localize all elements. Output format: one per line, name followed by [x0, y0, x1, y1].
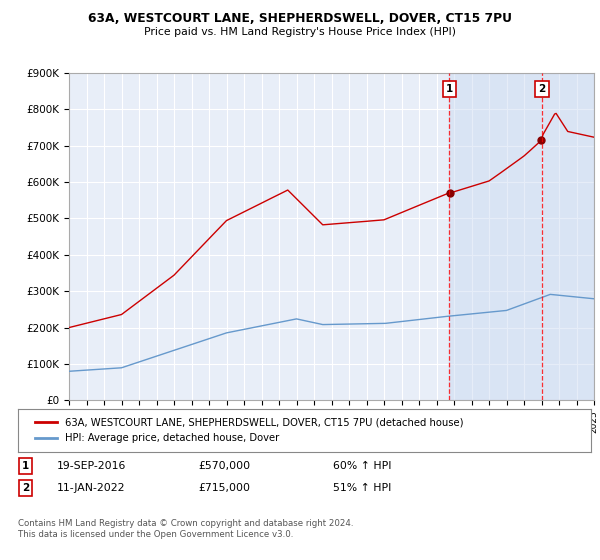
Legend: 63A, WESTCOURT LANE, SHEPHERDSWELL, DOVER, CT15 7PU (detached house), HPI: Avera: 63A, WESTCOURT LANE, SHEPHERDSWELL, DOVE… — [29, 412, 469, 449]
Text: £570,000: £570,000 — [198, 461, 250, 471]
Text: Price paid vs. HM Land Registry's House Price Index (HPI): Price paid vs. HM Land Registry's House … — [144, 27, 456, 37]
Text: 51% ↑ HPI: 51% ↑ HPI — [333, 483, 391, 493]
Text: 60% ↑ HPI: 60% ↑ HPI — [333, 461, 392, 471]
Text: 1: 1 — [22, 461, 29, 471]
Text: 19-SEP-2016: 19-SEP-2016 — [57, 461, 127, 471]
Text: 1: 1 — [445, 84, 453, 94]
Text: 11-JAN-2022: 11-JAN-2022 — [57, 483, 125, 493]
Text: £715,000: £715,000 — [198, 483, 250, 493]
Text: 2: 2 — [22, 483, 29, 493]
Bar — [449, 73, 594, 400]
Text: 63A, WESTCOURT LANE, SHEPHERDSWELL, DOVER, CT15 7PU: 63A, WESTCOURT LANE, SHEPHERDSWELL, DOVE… — [88, 12, 512, 25]
Text: Contains HM Land Registry data © Crown copyright and database right 2024.
This d: Contains HM Land Registry data © Crown c… — [18, 520, 353, 539]
Text: 2: 2 — [538, 84, 545, 94]
